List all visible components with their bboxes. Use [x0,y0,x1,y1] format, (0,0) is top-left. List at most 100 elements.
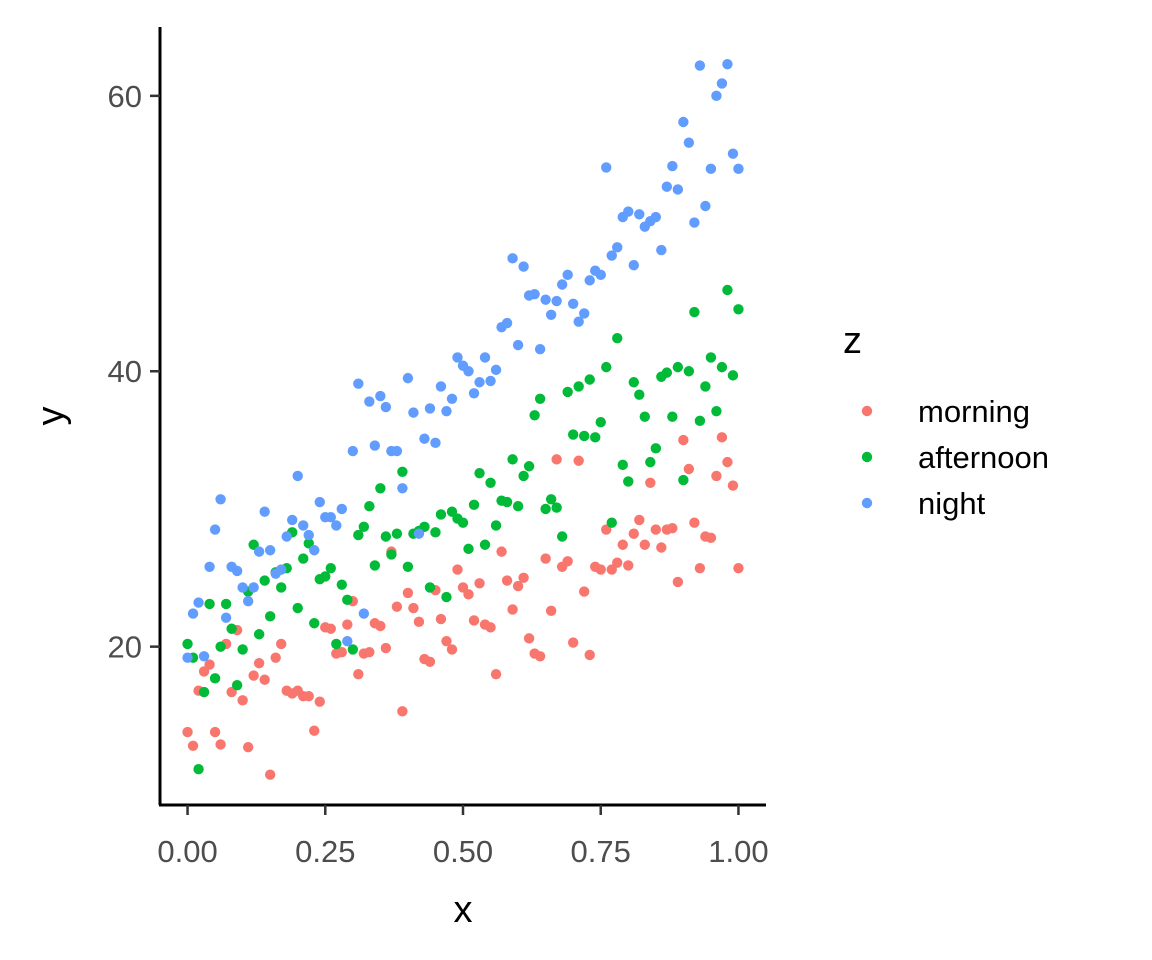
data-point [683,463,695,475]
data-point [716,78,728,89]
points-layer [182,58,744,780]
data-point [441,591,452,603]
data-point [413,616,425,628]
data-point [215,739,226,750]
data-point [485,622,496,633]
data-point [369,440,381,451]
data-point [501,575,513,586]
data-point [430,527,441,538]
data-point [292,602,303,614]
data-point [375,620,386,632]
data-point [303,691,314,702]
data-point [331,638,342,650]
data-point [204,561,215,572]
data-point [722,58,733,70]
y-axis-ticks: 20 40 60 [108,79,160,665]
data-point [435,613,447,625]
data-point [276,582,287,593]
legend-label: night [918,486,986,521]
data-point [507,454,518,465]
data-point [534,651,546,662]
data-point [408,602,419,614]
data-point [298,553,309,564]
data-point [634,389,645,400]
data-point [259,674,270,685]
data-point [364,500,375,512]
data-point [474,377,485,388]
data-point [661,181,673,192]
data-point [512,580,524,592]
data-point [551,295,562,307]
data-point [325,562,336,574]
data-point [628,260,639,271]
data-point [479,539,491,550]
data-point [353,668,364,680]
data-point [325,512,336,523]
data-point [391,601,403,612]
data-point [325,623,336,634]
data-point [193,597,204,608]
y-tick-label: 40 [108,354,142,389]
data-point [595,564,606,575]
data-point [512,500,524,512]
data-point [375,390,386,402]
data-point [220,598,232,610]
data-point [463,366,474,377]
data-point [556,279,568,290]
data-point [342,635,353,647]
data-point [226,623,237,634]
data-point [331,520,342,531]
data-point [264,545,276,556]
legend-key [861,497,873,509]
data-point [722,284,733,296]
data-point [573,455,584,466]
data-point [485,375,496,387]
data-point [468,499,480,511]
data-point [309,618,320,629]
legend-key [861,451,873,463]
data-point [700,200,711,212]
data-point [413,528,425,539]
legend: z morning afternoon night [843,320,1049,521]
data-point [237,644,248,655]
data-point [518,470,529,482]
legend-item-night: night [861,486,986,521]
data-point [380,642,392,654]
legend-label: afternoon [918,440,1049,475]
data-point [661,367,673,378]
data-point [408,407,419,418]
data-point [683,137,695,148]
data-point [545,494,557,505]
data-point [556,531,568,542]
data-point [237,695,248,706]
data-point [253,629,265,640]
data-point [694,562,706,574]
data-point [700,381,711,392]
x-tick-label: 1.00 [708,834,768,869]
data-point [733,304,744,315]
data-point [623,476,634,487]
data-point [501,496,513,508]
data-point [711,470,722,482]
data-point [689,517,700,528]
data-point [303,529,314,541]
data-point [248,582,259,593]
data-point [292,470,303,482]
data-point [391,445,403,457]
data-point [402,587,414,599]
data-point [705,163,717,175]
data-point [645,477,656,488]
data-point [220,612,232,623]
data-point [678,116,689,128]
data-point [270,652,281,663]
data-point [567,429,579,440]
data-point [507,253,518,264]
data-point [276,638,287,650]
data-point [347,644,359,655]
data-point [606,517,617,528]
data-point [529,410,540,421]
data-point [336,646,347,658]
legend-item-morning: morning [861,394,1030,429]
data-point [193,764,204,775]
data-point [650,524,662,535]
